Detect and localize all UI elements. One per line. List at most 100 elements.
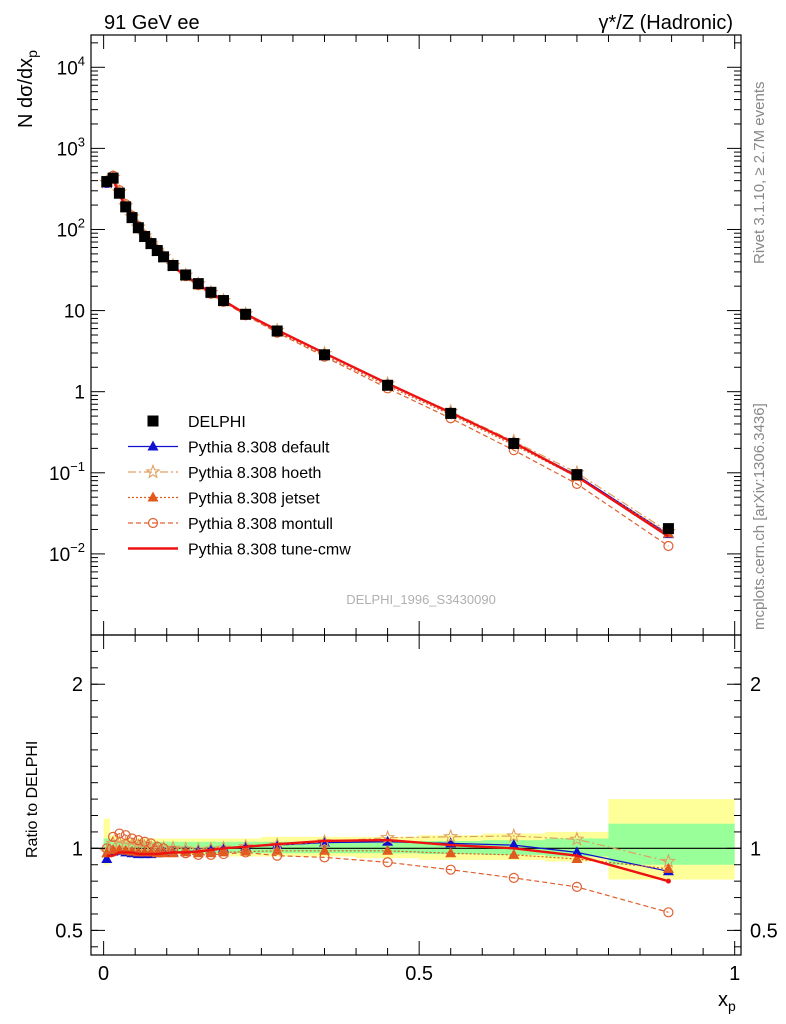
- rivet-version-label: Rivet 3.1.10, ≥ 2.7M events: [751, 82, 768, 265]
- svg-text:N dσ/dxp: N dσ/dxp: [15, 50, 40, 128]
- main-plot-marks: [99, 169, 677, 552]
- legend-label-jetset: Pythia 8.308 jetset: [188, 491, 320, 508]
- ratio-panel: 0.5 0.5 1 1 2 2 0 0.5 1 Ratio to DELPHI xp: [24, 634, 778, 1014]
- series-point-hoeth: [443, 828, 459, 844]
- data-point: [107, 172, 119, 184]
- data-point: [218, 295, 230, 307]
- y-tick-exponent: −1: [70, 459, 85, 474]
- mcplots-label: mcplots.cern.ch [arXiv:1306.3436]: [751, 403, 768, 630]
- series-point-jetset: [508, 848, 520, 859]
- series-point-montull: [152, 841, 163, 852]
- ratio-ylabel-text: Ratio to DELPHI: [24, 741, 41, 858]
- uncertainty-band-green: [608, 823, 735, 865]
- series-point-montull: [139, 836, 150, 847]
- data-point: [145, 238, 157, 250]
- ratio-plot-marks: [91, 799, 741, 918]
- data-point: [382, 379, 394, 391]
- legend-marker-hoeth: [145, 463, 161, 479]
- series-point-montull: [120, 830, 131, 841]
- series-point-cmw: [665, 878, 671, 884]
- series-point-montull: [145, 838, 157, 849]
- series-point-montull: [663, 540, 674, 552]
- analysis-id-label: DELPHI_1996_S3430090: [346, 592, 496, 607]
- data-point: [158, 251, 170, 263]
- series-point-montull: [133, 835, 144, 846]
- series-point-jetset: [662, 862, 674, 873]
- header-left-label: 91 GeV ee: [104, 12, 200, 34]
- data-point: [180, 269, 192, 281]
- series-point-montull: [272, 850, 283, 861]
- legend-marker-jetset: [147, 491, 159, 502]
- y-tick-mantissa: 10: [57, 220, 78, 241]
- legend-marker-default: [147, 440, 159, 451]
- legend-label-cmw: Pythia 8.308 tune-cmw: [188, 542, 351, 559]
- data-point: [192, 278, 204, 290]
- ratio-plot-frame: [90, 634, 742, 956]
- series-line-cmw: [106, 178, 670, 538]
- x-tick-label: 0: [98, 963, 109, 985]
- y-tick-label: 10−2: [49, 540, 85, 566]
- series-point-default: [508, 839, 520, 850]
- series-point-montull: [107, 831, 119, 842]
- data-point: [132, 222, 144, 234]
- y-tick-mantissa: 1: [74, 383, 85, 404]
- y-tick-mantissa: 10: [64, 302, 85, 323]
- ratio-y-tick-label: 2: [72, 674, 83, 696]
- ratio-y-tick-label-right: 0.5: [750, 920, 778, 942]
- main-y-axis-title: N dσ/dxp: [15, 50, 40, 128]
- data-point: [318, 349, 330, 361]
- series-point-jetset: [318, 844, 330, 855]
- data-point: [240, 308, 252, 320]
- legend-label-montull: Pythia 8.308 montull: [188, 516, 333, 533]
- series-point-hoeth: [569, 831, 585, 846]
- y-tick-label: 104: [57, 53, 85, 79]
- y-tick-exponent: −2: [70, 540, 85, 555]
- data-point: [126, 212, 138, 224]
- data-point: [151, 245, 163, 257]
- series-point-montull: [663, 907, 674, 918]
- series-point-montull: [382, 857, 393, 868]
- legend-label-data: DELPHI: [188, 414, 246, 431]
- series-point-default: [101, 853, 113, 863]
- y-tick-label: 10: [64, 302, 85, 323]
- x-axis-title: xp: [718, 989, 736, 1014]
- main-ylabel-sub: p: [24, 50, 40, 58]
- ratio-y-tick-label: 1: [72, 838, 83, 860]
- series-line-cmw: [106, 838, 669, 883]
- y-tick-exponent: 2: [78, 215, 85, 230]
- series-point-montull: [114, 828, 125, 839]
- ratio-y-tick-label: 0.5: [55, 920, 83, 942]
- series-line-jetset: [106, 177, 669, 534]
- series-point-jetset: [571, 853, 583, 863]
- y-tick-mantissa: 10: [49, 464, 70, 485]
- data-point: [101, 176, 113, 188]
- xlabel-text: x: [718, 989, 728, 1011]
- series-point-montull: [508, 872, 519, 883]
- series-point-montull: [571, 881, 583, 892]
- series-point-jetset: [382, 844, 394, 855]
- legend-marker-data: [147, 415, 159, 427]
- x-tick-label: 0.5: [405, 963, 433, 985]
- legend-marker-montull: [147, 517, 159, 529]
- data-point: [271, 325, 283, 337]
- data-point: [113, 187, 125, 199]
- series-point-default: [571, 846, 583, 857]
- x-tick-label: 1: [729, 963, 740, 985]
- y-tick-label: 10−1: [49, 459, 85, 485]
- series-point-hoeth: [506, 827, 522, 843]
- legend-label-default: Pythia 8.308 default: [188, 440, 330, 457]
- series-point-montull: [218, 848, 229, 860]
- series-point-montull: [445, 864, 456, 875]
- data-point: [571, 469, 583, 481]
- y-tick-mantissa: 10: [57, 139, 78, 160]
- series-point-montull: [319, 852, 330, 863]
- y-tick-label: 102: [57, 215, 85, 241]
- y-tick-exponent: 4: [78, 53, 85, 68]
- y-tick-label: 1: [74, 383, 85, 404]
- data-point: [167, 259, 179, 271]
- series-point-montull: [240, 847, 251, 858]
- y-tick-mantissa: 10: [57, 58, 78, 79]
